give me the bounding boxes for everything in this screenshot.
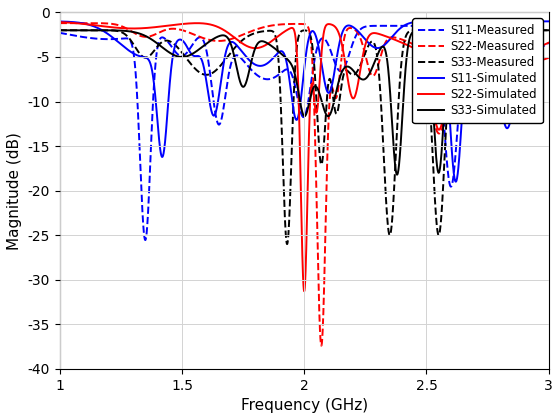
S22-Simulated [301,289,307,294]
S11-Measured [142,238,148,243]
Line: S33-Simulated: S33-Simulated [60,30,549,175]
S33-Measured [265,28,272,33]
Legend: S11-Measured, S22-Measured, S33-Measured, S11-Simulated, S22-Simulated, S33-Simu: S11-Measured, S22-Measured, S33-Measured… [413,18,543,123]
S11-Measured [244,63,251,68]
Line: S11-Measured: S11-Measured [60,26,549,240]
S33-Measured [141,55,148,60]
S22-Measured [57,21,63,26]
S11-Simulated [57,19,63,24]
S11-Measured [112,37,119,42]
S11-Simulated [141,55,148,60]
X-axis label: Frequency (GHz): Frequency (GHz) [241,398,368,413]
S22-Simulated [141,26,148,31]
S33-Measured [536,28,543,33]
S22-Simulated [112,25,119,30]
S22-Measured [244,30,250,35]
S11-Simulated [112,37,119,42]
S11-Measured [536,46,543,51]
Line: S22-Simulated: S22-Simulated [60,22,549,291]
S33-Measured [244,34,250,39]
S22-Simulated [265,41,272,46]
S22-Measured [265,24,272,29]
S33-Measured [112,28,119,33]
S22-Measured [536,58,543,63]
S33-Simulated [394,172,400,177]
S22-Measured [112,22,119,27]
S11-Simulated [265,60,272,65]
S33-Simulated [483,110,490,115]
S33-Measured [57,28,63,33]
S11-Simulated [536,19,543,24]
S11-Simulated [452,179,459,184]
S22-Simulated [545,40,552,45]
S22-Measured [545,55,552,60]
S33-Measured [545,28,552,33]
S22-Measured [141,34,148,39]
S11-Measured [394,23,401,28]
Line: S33-Measured: S33-Measured [60,30,549,244]
S22-Simulated [244,44,250,49]
S11-Simulated [545,19,552,24]
S33-Simulated [244,76,250,81]
S11-Simulated [483,25,490,30]
S11-Measured [545,40,552,45]
S33-Simulated [265,41,272,46]
S22-Simulated [483,63,490,68]
S33-Simulated [57,28,63,33]
S33-Simulated [141,33,148,38]
S22-Measured [318,343,325,348]
Line: S11-Simulated: S11-Simulated [60,21,549,182]
S33-Measured [284,241,291,247]
S33-Simulated [536,28,543,33]
S22-Simulated [536,45,543,50]
S33-Simulated [545,28,552,33]
S11-Measured [57,30,63,35]
S33-Measured [483,72,490,77]
S22-Measured [483,64,490,69]
Line: S22-Measured: S22-Measured [60,23,549,346]
Y-axis label: Magnitude (dB): Magnitude (dB) [7,132,22,249]
S33-Simulated [112,28,119,33]
S11-Measured [265,77,272,82]
S11-Measured [483,33,490,38]
S11-Measured [141,235,148,240]
S22-Simulated [57,20,63,25]
S11-Simulated [244,55,250,60]
